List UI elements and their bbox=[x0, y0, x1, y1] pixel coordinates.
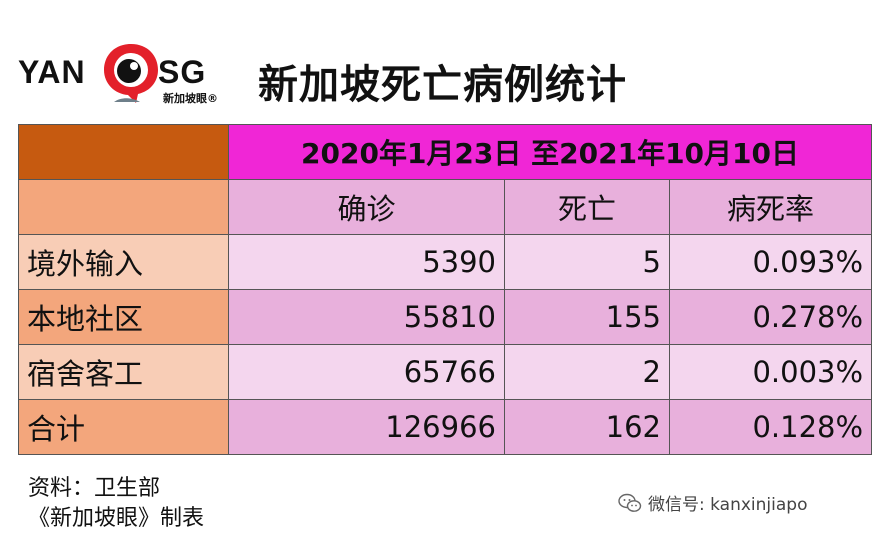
rate-value: 0.003% bbox=[668, 344, 873, 400]
confirmed-value: 126966 bbox=[228, 399, 505, 455]
table-row: 宿舍客工 65766 2 0.003% bbox=[18, 344, 873, 400]
page-title: 新加坡死亡病例统计 bbox=[258, 62, 627, 108]
death-statistics-table: 2020年1月23日 至2021年10月10日 确诊 死亡 病死率 境外输入 5… bbox=[18, 124, 873, 455]
source-line: 资料：卫生部 bbox=[28, 476, 161, 501]
deaths-value: 5 bbox=[504, 234, 670, 290]
wechat-id: 微信号: kanxinjiapo bbox=[648, 495, 808, 515]
deaths-value: 2 bbox=[504, 344, 670, 400]
row-label: 境外输入 bbox=[18, 234, 229, 290]
logo-text-yan: YAN bbox=[18, 54, 86, 90]
deaths-value: 155 bbox=[504, 289, 670, 345]
table-total-row: 合计 126966 162 0.128% bbox=[18, 399, 873, 455]
confirmed-value: 5390 bbox=[228, 234, 505, 290]
confirmed-value: 55810 bbox=[228, 289, 505, 345]
header-deaths: 死亡 bbox=[504, 179, 670, 235]
table-row: 境外输入 5390 5 0.093% bbox=[18, 234, 873, 290]
confirmed-value: 65766 bbox=[228, 344, 505, 400]
deaths-value: 162 bbox=[504, 399, 670, 455]
date-row-label-cell bbox=[18, 124, 229, 180]
header-confirmed: 确诊 bbox=[228, 179, 505, 235]
table-header-row: 确诊 死亡 病死率 bbox=[18, 179, 873, 235]
date-range: 2020年1月23日 至2021年10月10日 bbox=[227, 124, 873, 180]
logo-text-sg: SG bbox=[158, 54, 207, 90]
header-empty-cell bbox=[18, 179, 229, 235]
source-note: 资料：卫生部 《新加坡眼》制表 bbox=[28, 474, 204, 534]
logo-subtitle: 新加坡眼® bbox=[163, 92, 218, 105]
row-label: 本地社区 bbox=[18, 289, 229, 345]
yanosg-logo: YAN SG 新加坡眼® bbox=[18, 38, 233, 116]
rate-value: 0.128% bbox=[668, 399, 873, 455]
table-date-row: 2020年1月23日 至2021年10月10日 bbox=[18, 124, 873, 180]
row-label: 宿舍客工 bbox=[18, 344, 229, 400]
made-by-line: 《新加坡眼》制表 bbox=[28, 506, 205, 531]
table-row: 本地社区 55810 155 0.278% bbox=[18, 289, 873, 345]
row-label: 合计 bbox=[18, 399, 229, 455]
wechat-icon bbox=[618, 493, 642, 512]
wechat-watermark: 微信号: kanxinjiapo bbox=[618, 490, 807, 515]
rate-value: 0.278% bbox=[668, 289, 873, 345]
logo-eye-mark-icon bbox=[104, 44, 158, 103]
header-fatality-rate: 病死率 bbox=[668, 179, 873, 235]
rate-value: 0.093% bbox=[668, 234, 873, 290]
